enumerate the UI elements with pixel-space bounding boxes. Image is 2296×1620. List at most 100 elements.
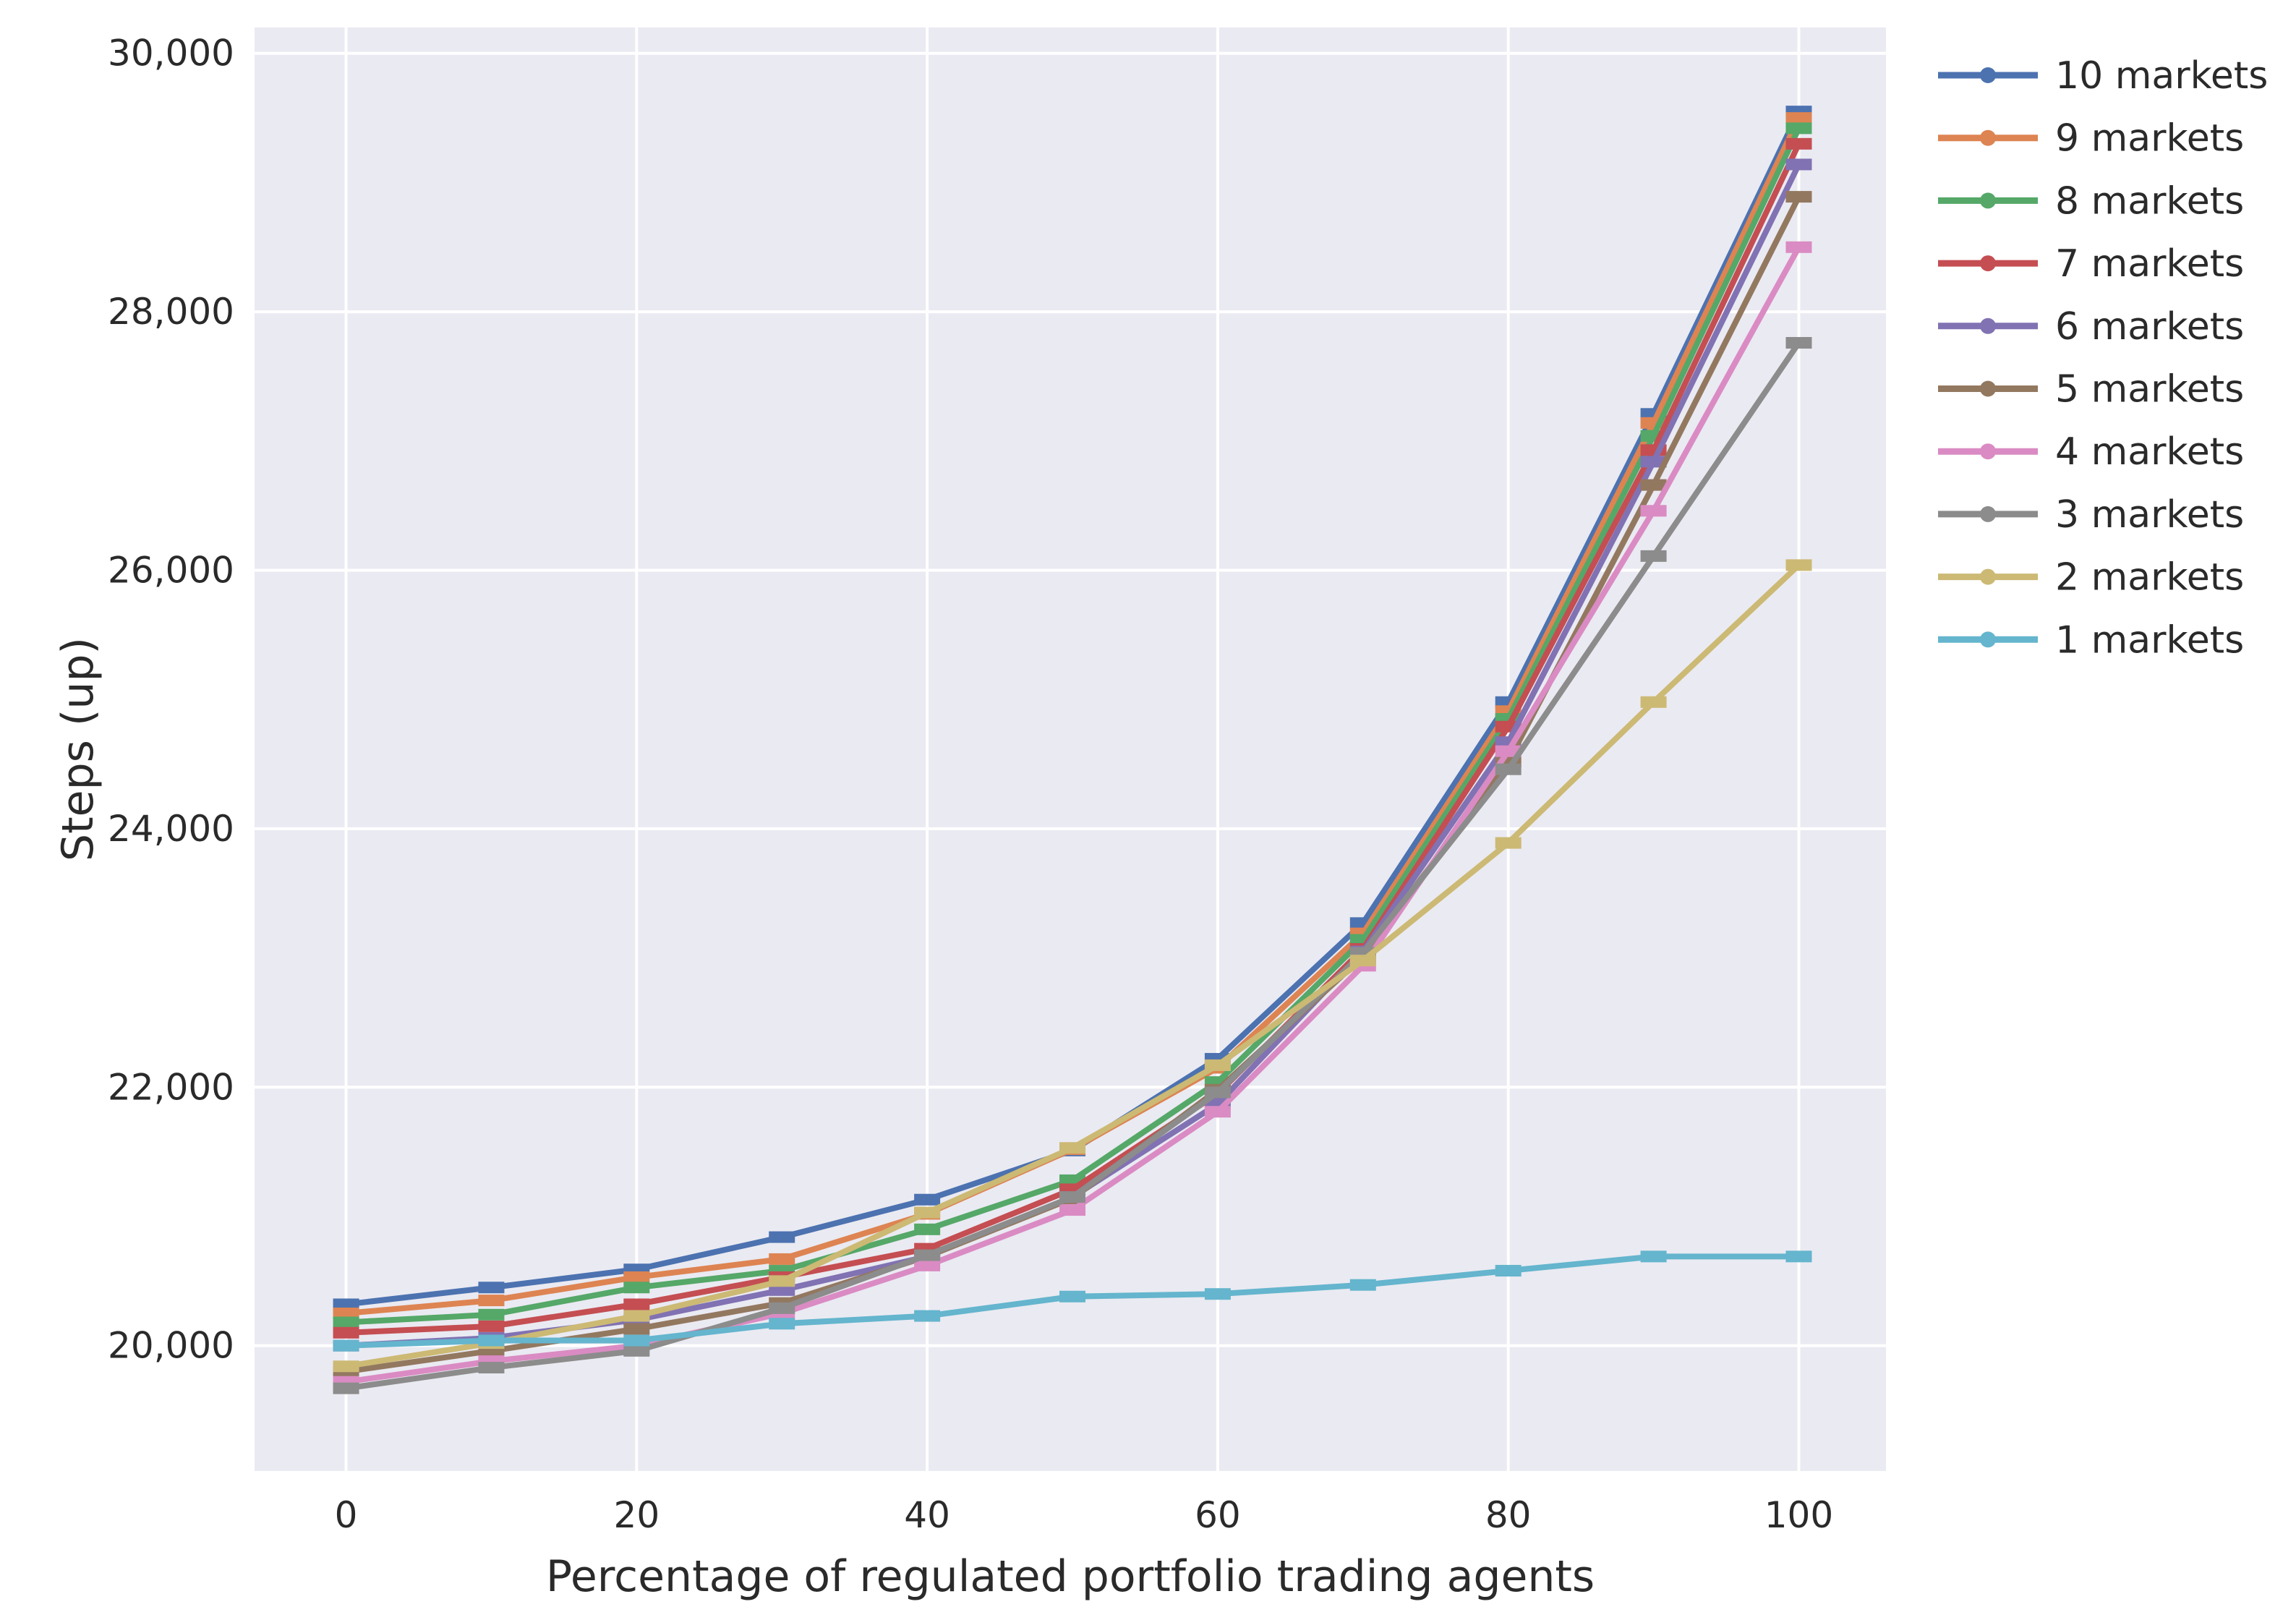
y-tick-label: 22,000 bbox=[108, 1066, 234, 1108]
x-tick-label: 100 bbox=[1764, 1494, 1833, 1536]
data-point-marker bbox=[623, 1344, 650, 1357]
plot-background bbox=[255, 27, 1886, 1471]
data-point-marker bbox=[1785, 112, 1812, 124]
legend-swatch-marker bbox=[1980, 568, 1996, 585]
series-1-markets bbox=[333, 1250, 1812, 1352]
y-axis-ticks: 20,000 22,000 24,000 26,000 28,000 30,000 bbox=[108, 33, 234, 1367]
data-point-marker bbox=[769, 1231, 795, 1243]
data-point-marker bbox=[623, 1310, 650, 1322]
data-point-marker bbox=[914, 1259, 941, 1271]
data-point-marker bbox=[478, 1320, 505, 1332]
data-point-marker bbox=[1785, 122, 1812, 135]
data-point-marker bbox=[333, 1382, 359, 1394]
data-point-marker bbox=[914, 1249, 941, 1261]
data-point-marker bbox=[1349, 1279, 1376, 1291]
data-point-marker bbox=[1204, 1059, 1231, 1071]
legend-item: 10 markets bbox=[1938, 54, 2268, 98]
legend-item: 7 markets bbox=[1938, 242, 2244, 286]
data-point-marker bbox=[1785, 337, 1812, 349]
series-2-markets bbox=[333, 559, 1812, 1373]
data-point-marker bbox=[1059, 1191, 1086, 1203]
data-point-marker bbox=[1640, 456, 1667, 468]
legend-item: 2 markets bbox=[1938, 556, 2244, 600]
data-point-marker bbox=[1495, 837, 1522, 849]
data-point-marker bbox=[478, 1295, 505, 1307]
data-point-marker bbox=[1204, 1288, 1231, 1300]
x-axis-title: Percentage of regulated portfolio tradin… bbox=[546, 1551, 1595, 1602]
data-point-marker bbox=[914, 1193, 941, 1206]
y-tick-label: 20,000 bbox=[108, 1325, 234, 1367]
data-point-marker bbox=[1204, 1086, 1231, 1099]
legend-swatch-marker bbox=[1980, 129, 1996, 146]
legend-label: 10 markets bbox=[2055, 54, 2268, 98]
legend-label: 1 markets bbox=[2055, 618, 2244, 662]
legend-swatch-marker bbox=[1980, 631, 1996, 648]
x-tick-label: 20 bbox=[614, 1494, 660, 1536]
y-tick-label: 26,000 bbox=[108, 550, 234, 592]
data-point-marker bbox=[623, 1282, 650, 1294]
legend-item: 9 markets bbox=[1938, 117, 2244, 161]
legend-swatch-marker bbox=[1980, 192, 1996, 209]
data-point-marker bbox=[623, 1298, 650, 1310]
data-point-marker bbox=[1640, 550, 1667, 562]
data-point-marker bbox=[1640, 479, 1667, 491]
data-point-marker bbox=[1785, 137, 1812, 150]
data-point-marker bbox=[333, 1339, 359, 1352]
data-point-marker bbox=[769, 1284, 795, 1296]
data-point-marker bbox=[1059, 1142, 1086, 1154]
data-point-marker bbox=[1495, 763, 1522, 775]
legend-item: 3 markets bbox=[1938, 493, 2244, 537]
data-point-marker bbox=[623, 1323, 650, 1335]
legend-item: 5 markets bbox=[1938, 368, 2244, 412]
data-point-marker bbox=[914, 1223, 941, 1235]
data-point-marker bbox=[478, 1362, 505, 1374]
data-point-marker bbox=[914, 1206, 941, 1219]
legend-swatch-marker bbox=[1980, 317, 1996, 334]
x-axis-ticks: 0 20 40 60 80 100 bbox=[335, 1494, 1834, 1536]
legend-item: 1 markets bbox=[1938, 618, 2244, 662]
legend-label: 8 markets bbox=[2055, 179, 2244, 223]
series-layer bbox=[333, 106, 1812, 1394]
legend-label: 2 markets bbox=[2055, 556, 2244, 600]
data-point-marker bbox=[1785, 158, 1812, 171]
data-point-marker bbox=[1785, 191, 1812, 203]
legend-item: 8 markets bbox=[1938, 179, 2244, 223]
y-tick-label: 28,000 bbox=[108, 291, 234, 333]
legend-label: 6 markets bbox=[2055, 305, 2244, 349]
data-point-marker bbox=[1349, 955, 1376, 967]
data-point-marker bbox=[478, 1334, 505, 1347]
data-point-marker bbox=[1785, 1250, 1812, 1263]
x-tick-label: 0 bbox=[335, 1494, 358, 1536]
x-tick-label: 60 bbox=[1195, 1494, 1241, 1536]
data-point-marker bbox=[333, 1307, 359, 1319]
data-point-marker bbox=[1495, 745, 1522, 757]
y-tick-label: 30,000 bbox=[108, 33, 234, 74]
data-point-marker bbox=[1640, 696, 1667, 708]
data-point-marker bbox=[1640, 1250, 1667, 1263]
legend-label: 5 markets bbox=[2055, 368, 2244, 412]
x-tick-label: 40 bbox=[904, 1494, 950, 1536]
legend-label: 4 markets bbox=[2055, 430, 2244, 474]
legend-swatch-marker bbox=[1980, 380, 1996, 397]
data-point-marker bbox=[769, 1275, 795, 1287]
data-point-marker bbox=[623, 1271, 650, 1283]
y-tick-label: 24,000 bbox=[108, 808, 234, 850]
legend-label: 3 markets bbox=[2055, 493, 2244, 537]
data-point-marker bbox=[333, 1360, 359, 1373]
data-point-marker bbox=[769, 1318, 795, 1330]
data-point-marker bbox=[623, 1334, 650, 1347]
data-point-marker bbox=[769, 1302, 795, 1314]
legend-swatch-marker bbox=[1980, 506, 1996, 522]
data-point-marker bbox=[333, 1316, 359, 1329]
grid bbox=[255, 27, 1886, 1471]
data-point-marker bbox=[1059, 1290, 1086, 1303]
data-point-marker bbox=[1785, 241, 1812, 253]
legend-swatch-marker bbox=[1980, 67, 1996, 83]
legend-label: 9 markets bbox=[2055, 117, 2244, 161]
legend-swatch-marker bbox=[1980, 443, 1996, 460]
data-point-marker bbox=[914, 1310, 941, 1322]
legend-swatch-marker bbox=[1980, 255, 1996, 272]
x-tick-label: 80 bbox=[1485, 1494, 1532, 1536]
data-point-marker bbox=[333, 1326, 359, 1339]
